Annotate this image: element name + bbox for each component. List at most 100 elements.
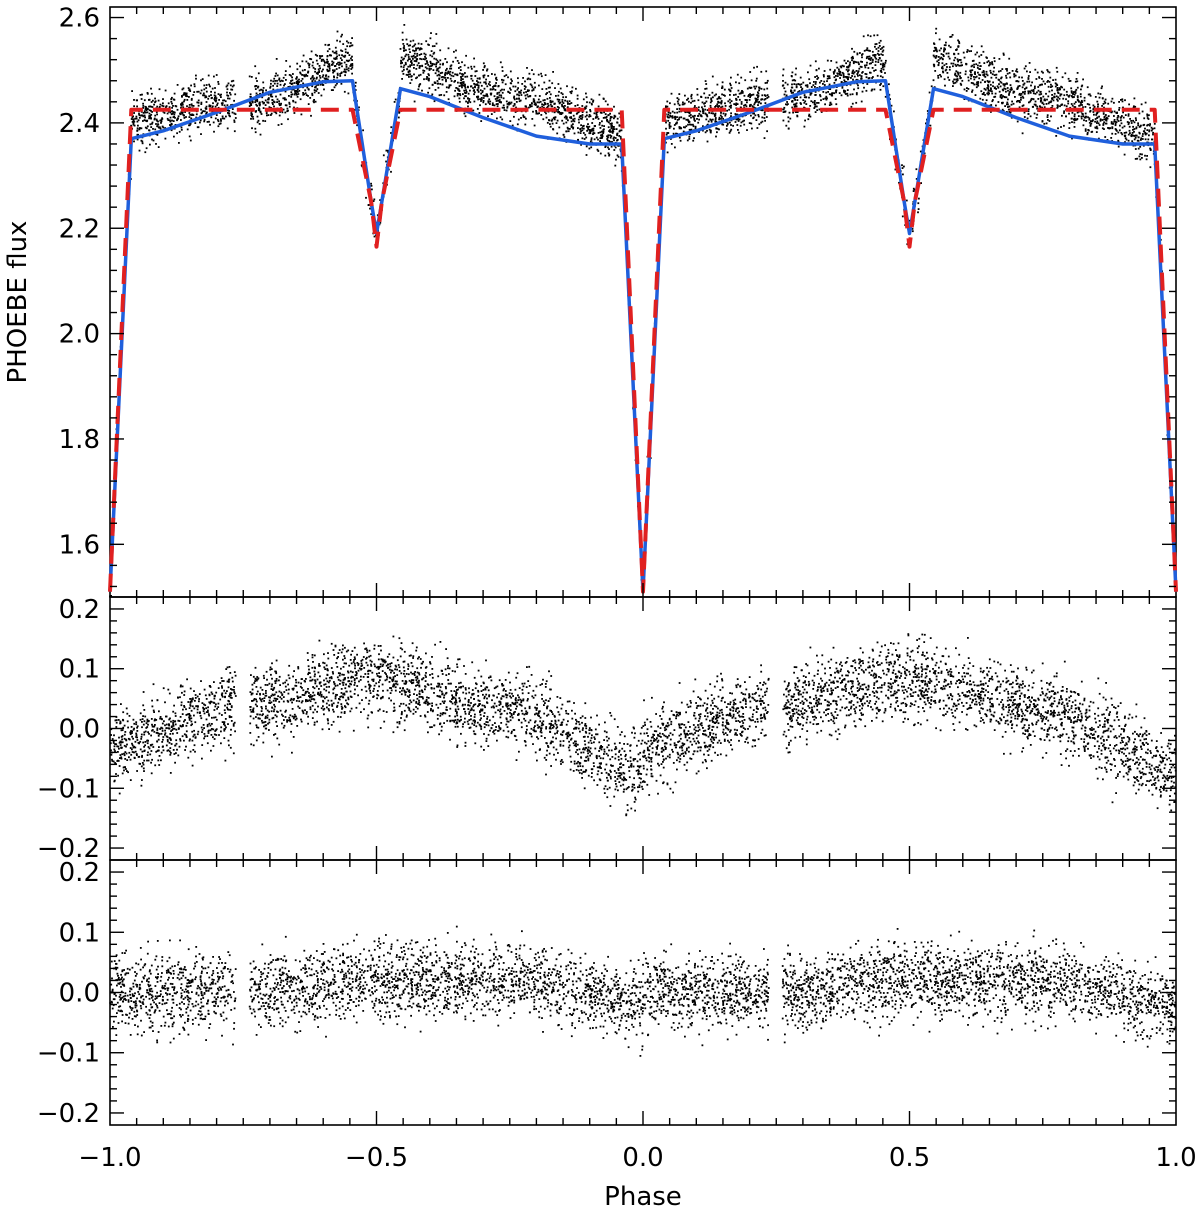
data-point [157, 123, 159, 126]
data-point [863, 702, 866, 705]
data-point [459, 94, 462, 97]
data-point [1127, 123, 1130, 126]
data-point [860, 75, 863, 78]
data-point [494, 98, 497, 100]
residuals-panel-no-spots: −0.2−0.10.00.10.2 [37, 595, 1177, 864]
data-point [608, 148, 610, 150]
data-point [971, 91, 973, 93]
data-point [328, 67, 331, 70]
data-point [231, 111, 234, 114]
data-point [984, 76, 987, 78]
data-point [560, 763, 562, 765]
data-point [1048, 71, 1051, 74]
data-point [408, 76, 410, 78]
data-point [302, 93, 305, 96]
data-point [1016, 120, 1019, 123]
data-point [878, 45, 881, 47]
data-point [1034, 100, 1037, 103]
data-point [1117, 145, 1120, 148]
data-point [1099, 119, 1102, 122]
data-point [946, 72, 949, 74]
data-point [460, 83, 463, 85]
data-point [349, 65, 352, 67]
data-point [734, 121, 737, 123]
data-point [537, 105, 539, 108]
data-point [1055, 135, 1058, 137]
data-point [447, 98, 450, 101]
data-point [1096, 100, 1099, 103]
data-point [462, 82, 465, 85]
data-point [934, 47, 937, 49]
data-point [760, 98, 763, 101]
data-point [137, 133, 139, 136]
data-point [690, 97, 693, 100]
data-point [1117, 120, 1120, 122]
data-point [609, 131, 611, 133]
data-point [267, 97, 270, 99]
data-point [589, 109, 591, 111]
data-point [561, 93, 564, 96]
data-point [322, 74, 325, 77]
data-point [757, 115, 760, 118]
data-point [206, 111, 208, 114]
data-point [671, 110, 674, 113]
data-point [674, 118, 677, 120]
data-point [286, 107, 289, 110]
data-point [985, 99, 988, 102]
data-point [1022, 97, 1025, 99]
data-point [590, 102, 593, 105]
data-point [558, 111, 560, 113]
x-ticks [135, 7, 1151, 597]
data-point [487, 101, 490, 104]
data-point [530, 84, 533, 87]
data-point [1146, 155, 1148, 157]
data-point [154, 100, 157, 103]
data-point [296, 88, 299, 91]
data-point [901, 167, 904, 169]
data-point [345, 59, 348, 62]
data-point [1081, 104, 1083, 106]
data-point [829, 101, 832, 104]
data-point [284, 111, 287, 114]
data-point [824, 97, 827, 100]
data-point [798, 90, 801, 92]
data-point [1140, 139, 1142, 141]
data-point [255, 77, 257, 80]
data-point [1041, 120, 1044, 123]
data-point [568, 128, 571, 130]
data-point [412, 39, 415, 42]
data-point [296, 95, 299, 98]
data-point [851, 70, 854, 73]
data-point [690, 123, 693, 126]
data-point [838, 92, 841, 94]
data-point [819, 95, 822, 98]
data-point [1147, 138, 1150, 141]
data-point [161, 117, 163, 120]
data-point [137, 124, 139, 127]
data-point [1006, 101, 1009, 104]
data-point [371, 188, 373, 191]
data-point [318, 79, 321, 82]
data-point [470, 85, 472, 88]
data-point [565, 130, 568, 133]
data-point [310, 77, 312, 80]
data-point [935, 32, 937, 35]
data-point [205, 108, 208, 110]
data-point [809, 92, 812, 95]
data-point [579, 115, 582, 117]
data-point [867, 67, 870, 69]
data-point [180, 126, 183, 129]
data-point [1158, 764, 1161, 767]
data-point [254, 65, 257, 68]
data-point [940, 75, 942, 78]
data-point [1036, 107, 1039, 110]
data-point [144, 111, 147, 114]
data-point [755, 79, 758, 82]
data-point [490, 113, 493, 115]
data-point [589, 110, 592, 113]
data-point [710, 129, 712, 132]
data-point [934, 57, 937, 59]
data-point [1024, 65, 1027, 68]
data-point [458, 89, 461, 92]
data-point [852, 57, 854, 60]
